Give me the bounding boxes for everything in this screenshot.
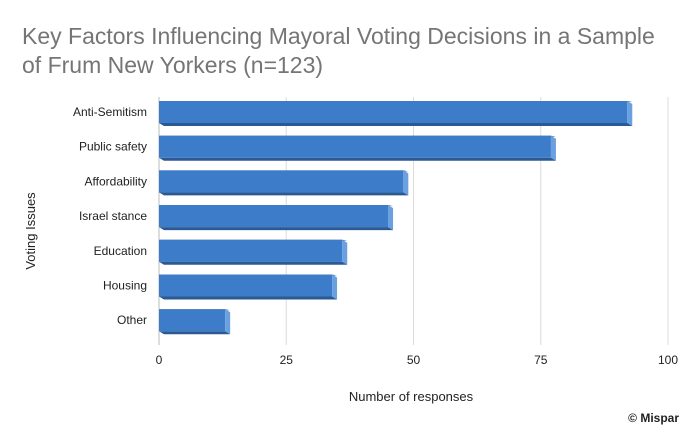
bar <box>159 274 338 300</box>
x-tick-label: 25 <box>280 353 294 367</box>
x-tick-labels: 0 25 50 75 100 <box>156 353 679 367</box>
x-tick-label: 75 <box>534 353 548 367</box>
x-tick-label: 0 <box>156 353 163 367</box>
credit-label: © Mispar <box>628 411 679 425</box>
category-label: Education <box>94 244 147 258</box>
chart-title-line-2: of Frum New Yorkers (n=123) <box>22 52 324 78</box>
category-label: Affordability <box>85 174 147 188</box>
x-tick-label: 50 <box>407 353 421 367</box>
category-label: Other <box>117 313 147 327</box>
category-label: Housing <box>103 279 147 293</box>
bar <box>159 205 394 231</box>
x-tick-label: 100 <box>658 353 678 367</box>
chart-title-line-1: Key Factors Influencing Mayoral Voting D… <box>22 23 655 49</box>
bar <box>159 170 409 196</box>
category-labels: Anti-Semitism Public safety Affordability I… <box>73 105 147 327</box>
bar <box>159 239 348 265</box>
bar <box>159 101 633 126</box>
category-label: Israel stance <box>79 209 147 223</box>
chart-title: Key Factors Influencing Mayoral Voting D… <box>22 22 662 80</box>
y-axis-title: Voting Issues <box>23 192 38 270</box>
category-label: Public safety <box>79 140 147 154</box>
bar <box>159 309 231 335</box>
bars <box>159 101 633 335</box>
bar <box>159 135 556 161</box>
x-axis-title: Number of responses <box>349 389 474 404</box>
category-label: Anti-Semitism <box>73 105 147 119</box>
